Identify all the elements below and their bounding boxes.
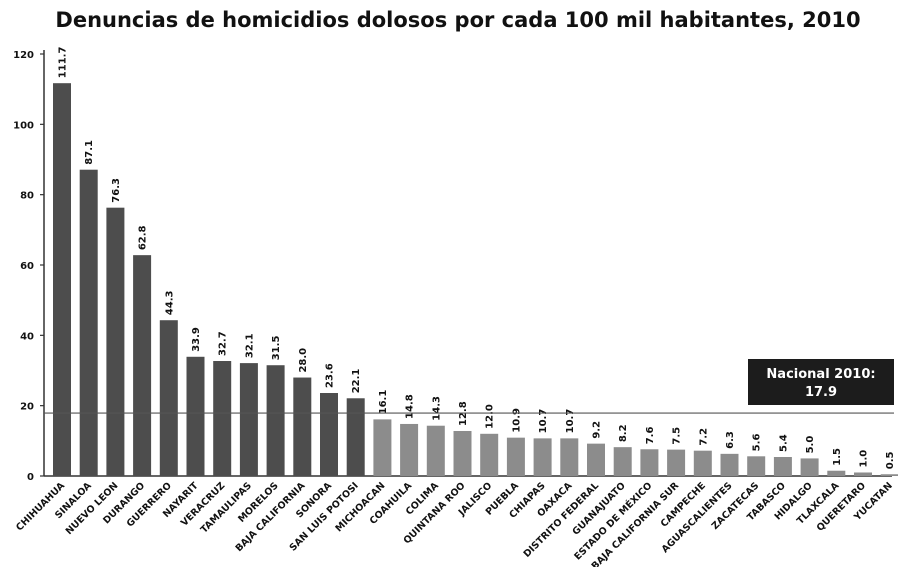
bar [453, 430, 472, 476]
value-label: 62.8 [138, 225, 149, 250]
value-label: 6.3 [725, 431, 736, 449]
bar [373, 419, 392, 476]
national-reference: Nacional 2010: 17.9 [44, 359, 894, 414]
bar [827, 470, 846, 476]
value-label: 10.7 [538, 409, 549, 434]
value-label: 12.0 [485, 404, 496, 429]
bar [133, 255, 152, 476]
value-label: 9.2 [592, 421, 603, 439]
value-label: 28.0 [298, 348, 309, 373]
bar [400, 423, 419, 476]
value-label: 1.0 [859, 450, 870, 468]
y-tick-label: 80 [20, 191, 34, 202]
value-label: 5.0 [805, 436, 816, 454]
value-label: 87.1 [84, 140, 95, 165]
value-label: 7.2 [698, 428, 709, 446]
y-tick-label: 60 [20, 261, 34, 272]
bar [560, 438, 579, 476]
value-label: 33.9 [191, 327, 202, 352]
value-label: 14.8 [405, 394, 416, 419]
value-label: 5.6 [752, 434, 763, 452]
value-label: 10.9 [511, 408, 522, 433]
bar [720, 453, 739, 476]
y-tick-label: 20 [20, 402, 34, 413]
value-label: 7.6 [645, 427, 656, 445]
national-reference-box [748, 359, 894, 405]
value-label: 5.4 [778, 434, 789, 452]
bar [587, 443, 605, 476]
value-label: 31.5 [271, 336, 282, 361]
bar [640, 449, 659, 476]
bar [880, 474, 898, 476]
value-label: 7.5 [672, 427, 683, 445]
value-label: 32.7 [218, 331, 229, 356]
bar [747, 456, 766, 476]
value-label: 22.1 [351, 369, 362, 394]
value-label: 10.7 [565, 409, 576, 434]
bar [773, 457, 792, 476]
y-tick-label: 40 [20, 331, 34, 342]
value-label: 16.1 [378, 390, 389, 415]
value-label: 0.5 [885, 451, 896, 469]
value-label: 44.3 [164, 290, 175, 315]
bar [854, 472, 872, 476]
value-label: 23.6 [325, 363, 336, 388]
bar [186, 356, 205, 476]
chart-title: Denuncias de homicidios dolosos por cada… [55, 8, 860, 32]
y-tick-label: 120 [13, 50, 34, 61]
value-label: 8.2 [618, 424, 629, 442]
y-tick-label: 0 [27, 472, 34, 483]
value-label: 111.7 [58, 47, 69, 79]
bar [800, 458, 819, 476]
bar [266, 365, 285, 476]
bar [426, 425, 445, 476]
bar [239, 363, 258, 476]
bar [213, 361, 232, 476]
bar [613, 447, 632, 476]
bar [159, 320, 178, 476]
value-label: 14.3 [431, 396, 442, 421]
value-label: 32.1 [244, 333, 255, 358]
bar [533, 438, 552, 476]
bar [667, 449, 686, 476]
value-label: 76.3 [111, 178, 122, 203]
bar [346, 398, 365, 476]
bar [79, 169, 98, 476]
value-label: 1.5 [832, 448, 843, 466]
bar [106, 207, 125, 476]
bar [320, 393, 338, 476]
bar [506, 437, 525, 476]
national-reference-label: Nacional 2010: [766, 367, 875, 382]
national-reference-value: 17.9 [805, 385, 837, 400]
bars [53, 83, 898, 477]
bar [293, 377, 312, 476]
y-tick-label: 100 [13, 120, 34, 131]
bar [480, 433, 499, 476]
value-labels: 111.7 87.1 76.3 62.8 44.3 33.9 32.7 32.1 31.5 28.… [58, 47, 897, 470]
bar [693, 450, 712, 476]
bar [53, 83, 71, 477]
